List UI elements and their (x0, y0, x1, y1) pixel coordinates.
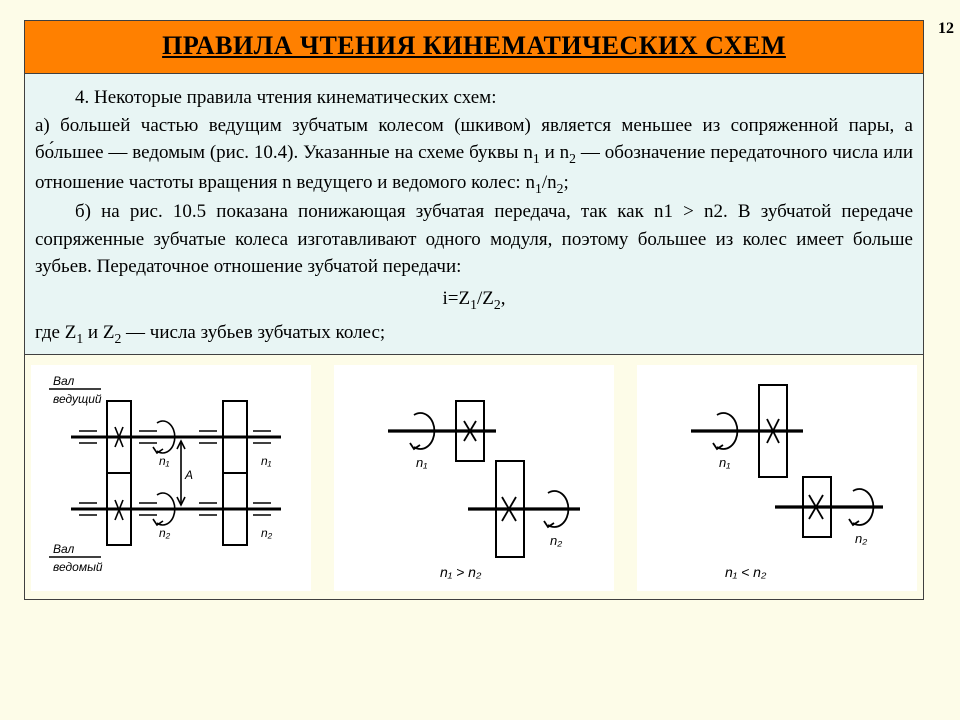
diagram-1: Вал ведущий Вал ведомый (31, 365, 311, 591)
para-b: б) на рис. 10.5 показана понижающая зубч… (35, 198, 913, 281)
para-where: где Z1 и Z2 — числа зубьев зубчатых коле… (35, 319, 913, 349)
d1-bot-label1: Вал (53, 542, 75, 556)
diagram-2: n₁ n₂ n₁ > n₂ (334, 365, 614, 591)
page-title: ПРАВИЛА ЧТЕНИЯ КИНЕМАТИЧЕСКИХ СХЕМ (162, 31, 786, 60)
d1-nr1: n₁ (261, 454, 272, 468)
content-table: ПРАВИЛА ЧТЕНИЯ КИНЕМАТИЧЕСКИХ СХЕМ 4. Не… (24, 20, 924, 600)
para-lead: 4. Некоторые правила чтения кинематическ… (35, 84, 913, 112)
diagram-3: n₁ n₂ n₁ < n₂ (637, 365, 917, 591)
d1-top-label1: Вал (53, 374, 75, 388)
d1-nr2: n₂ (261, 526, 273, 540)
diagram-row: Вал ведущий Вал ведомый (31, 365, 917, 591)
formula: i=Z1/Z2, (35, 285, 913, 315)
d2-n2: n₂ (550, 533, 562, 548)
d3-caption: n₁ < n₂ (725, 564, 767, 580)
svg-text:A: A (184, 468, 193, 482)
d1-top-label2: ведущий (53, 392, 102, 406)
content-cell: 4. Некоторые правила чтения кинематическ… (25, 74, 924, 355)
d2-caption: n₁ > n₂ (440, 564, 482, 580)
d3-n1: n₁ (719, 455, 730, 470)
d1-n1: n₁ (159, 454, 170, 468)
d1-bot-label2: ведомый (53, 560, 103, 574)
d2-n1: n₁ (416, 455, 427, 470)
d3-n2: n₂ (855, 531, 867, 546)
diagram-cell: Вал ведущий Вал ведомый (25, 355, 924, 600)
d1-n2: n₂ (159, 526, 171, 540)
header-cell: ПРАВИЛА ЧТЕНИЯ КИНЕМАТИЧЕСКИХ СХЕМ (25, 21, 924, 74)
page-number: 12 (938, 20, 954, 38)
para-a: а) большей частью ведущим зубчатым колес… (35, 112, 913, 199)
